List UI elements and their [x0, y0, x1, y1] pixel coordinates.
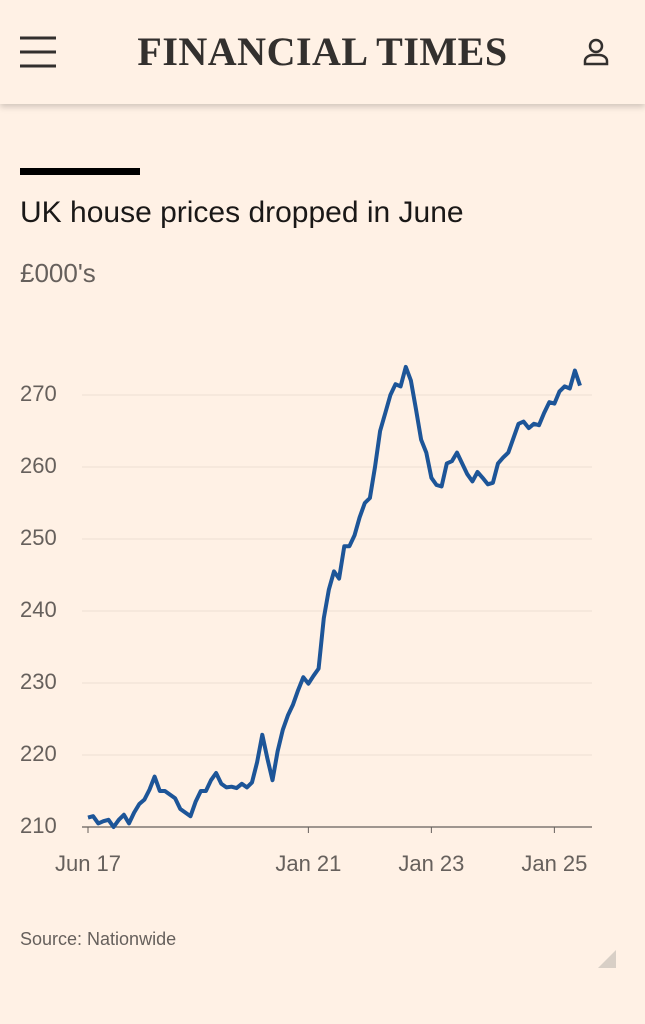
chart-source: Source: Nationwide: [20, 929, 177, 949]
app-header: FINANCIAL TIMES: [0, 0, 645, 104]
y-tick-label: 240: [20, 597, 57, 622]
x-tick-label: Jan 21: [275, 851, 341, 876]
y-tick-label: 260: [20, 453, 57, 478]
y-tick-label: 230: [20, 669, 57, 694]
header-icons: [20, 36, 609, 68]
resize-corner: [598, 950, 616, 968]
y-tick-label: 270: [20, 381, 57, 406]
data-line: [87, 364, 582, 829]
chart-subtitle: £000's: [20, 258, 96, 288]
y-tick-label: 210: [20, 813, 57, 838]
account-button[interactable]: [583, 38, 609, 66]
chart-title: UK house prices dropped in June: [20, 196, 464, 229]
y-tick-label: 250: [20, 525, 57, 550]
topic-bar: [20, 168, 140, 175]
x-tick-label: Jan 25: [521, 851, 587, 876]
brand[interactable]: FINANCIAL TIMES: [137, 29, 508, 74]
menu-button[interactable]: [20, 36, 56, 68]
y-tick-label: 220: [20, 741, 57, 766]
x-tick-label: Jan 23: [398, 851, 464, 876]
x-tick-label: Jun 17: [55, 851, 121, 876]
